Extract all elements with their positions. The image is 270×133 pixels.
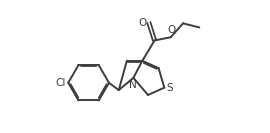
Text: O: O [167, 25, 175, 35]
Text: Cl: Cl [55, 78, 66, 88]
Text: O: O [138, 18, 146, 28]
Text: S: S [166, 84, 173, 93]
Text: N: N [129, 80, 136, 90]
